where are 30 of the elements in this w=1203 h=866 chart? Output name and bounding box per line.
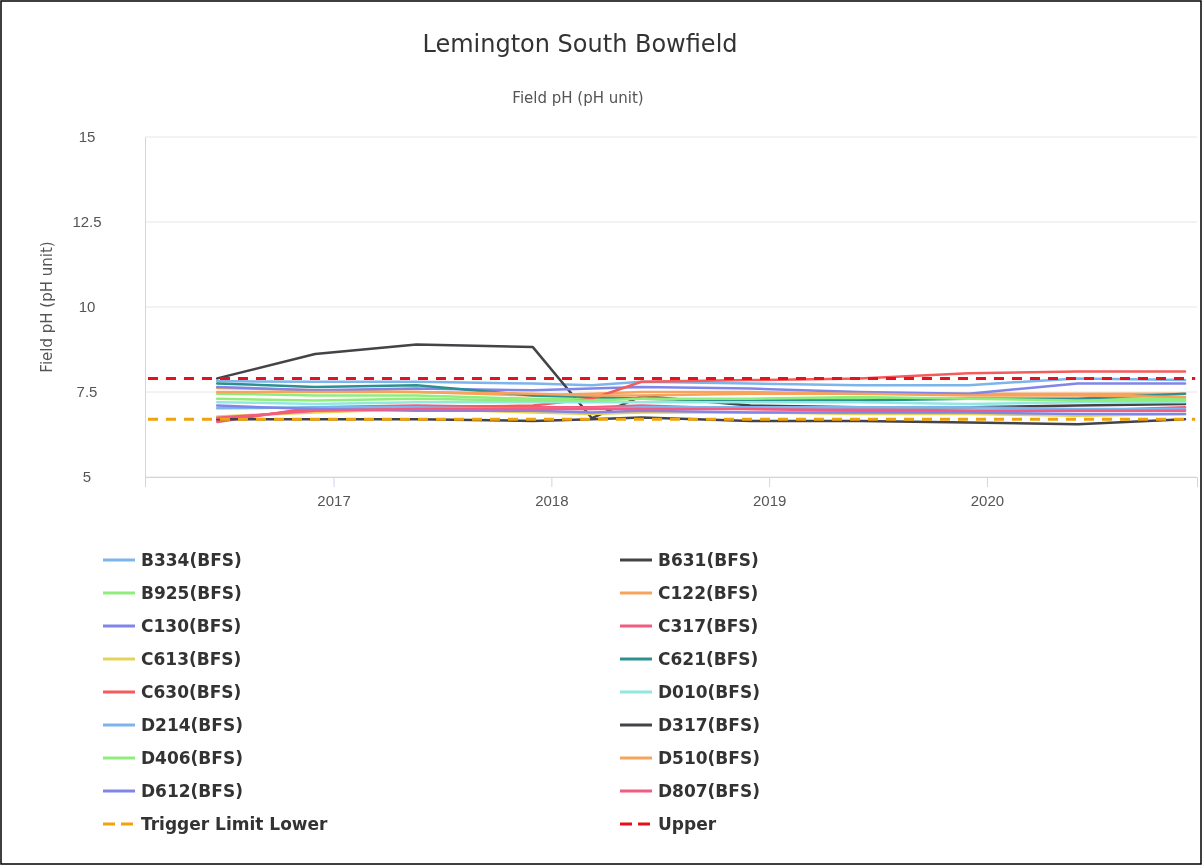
legend-label: Upper	[658, 814, 717, 834]
y-tick-label: 10	[78, 298, 96, 316]
legend-label: D807(BFS)	[658, 781, 760, 801]
legend-label: C122(BFS)	[658, 583, 759, 603]
chart-subtitle: Field pH (pH unit)	[512, 89, 644, 107]
legend-label: D510(BFS)	[658, 748, 760, 768]
legend-label: Trigger Limit Lower	[141, 814, 329, 834]
x-tick-label: 2020	[970, 491, 1005, 509]
legend-label: B925(BFS)	[141, 583, 242, 603]
legend-label: D406(BFS)	[141, 748, 243, 768]
legend-label: C621(BFS)	[658, 649, 759, 669]
y-tick-label: 12.5	[72, 213, 102, 231]
y-tick-label: 7.5	[76, 383, 98, 401]
legend-label: C613(BFS)	[141, 649, 242, 669]
x-tick-label: 2019	[752, 491, 787, 509]
legend-label: B334(BFS)	[141, 550, 242, 570]
legend-label: D214(BFS)	[141, 715, 243, 735]
y-tick-label: 15	[78, 128, 96, 146]
legend-label: C630(BFS)	[141, 682, 242, 702]
y-tick-label: 5	[82, 468, 92, 486]
chart-title: Lemington South Bowfield	[422, 30, 738, 58]
legend-label: C317(BFS)	[658, 616, 759, 636]
legend-label: D010(BFS)	[658, 682, 760, 702]
y-axis-title: Field pH (pH unit)	[38, 241, 56, 373]
legend-label: C130(BFS)	[141, 616, 242, 636]
legend-label: B631(BFS)	[658, 550, 759, 570]
x-tick-label: 2017	[317, 491, 351, 509]
x-tick-label: 2018	[535, 491, 569, 509]
legend-label: D317(BFS)	[658, 715, 760, 735]
legend-label: D612(BFS)	[141, 781, 243, 801]
